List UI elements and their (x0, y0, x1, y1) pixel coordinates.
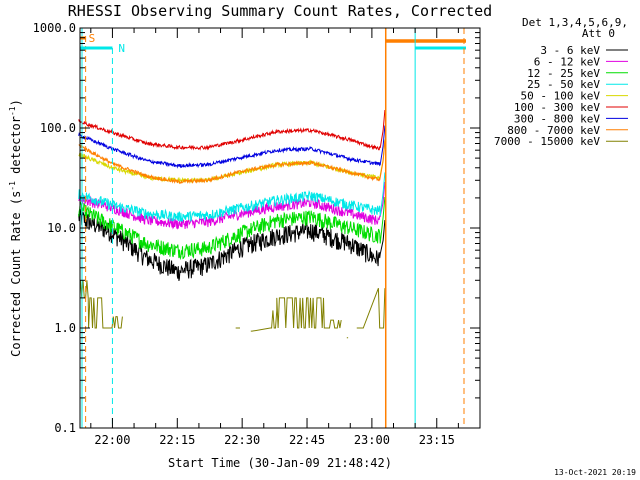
series-line (78, 209, 386, 282)
series-line (78, 139, 386, 184)
y-axis: 0.1 1.0 10.0 100.0 1000.0 (33, 21, 480, 435)
x-tick-label: 23:15 (419, 433, 455, 447)
series-line (78, 182, 386, 230)
date-stamp: 13-Oct-2021 20:19 (554, 468, 636, 477)
y-axis-label: Corrected Count Rate (s-1 detector-1) (8, 99, 23, 357)
legend-label: 12 - 25 keV (527, 67, 600, 80)
plot-frame (79, 27, 481, 429)
y-axis-label-exp1: -1 (8, 181, 17, 191)
legend-label: 300 - 800 keV (514, 112, 600, 125)
series-line-7000-15000 (79, 280, 386, 339)
flag-label-n: N (118, 42, 125, 55)
legend-label: 25 - 50 keV (527, 78, 600, 91)
y-tick-label: 0.1 (54, 421, 76, 435)
legend-label: 800 - 7000 keV (507, 124, 600, 137)
y-axis-label-exp2: -1 (8, 106, 17, 116)
series-line (78, 140, 386, 185)
chart-title: RHESSI Observing Summary Count Rates, Co… (68, 2, 492, 20)
y-tick-label: 10.0 (47, 221, 76, 235)
x-axis-label: Start Time (30-Jan-09 21:48:42) (168, 456, 392, 470)
legend-header-line2: Att 0 (582, 27, 615, 40)
legend-label: 100 - 300 keV (514, 101, 600, 114)
series-line (78, 172, 386, 222)
x-tick-label: 22:30 (224, 433, 260, 447)
flag-markers: SN (80, 28, 466, 428)
x-tick-label: 23:00 (354, 433, 390, 447)
y-axis-label-main: Corrected Count Rate (s (9, 191, 23, 357)
legend-label: 7000 - 15000 keV (494, 135, 600, 148)
x-tick-label: 22:15 (159, 433, 195, 447)
y-tick-label: 1.0 (54, 321, 76, 335)
legend-label: 50 - 100 keV (521, 90, 601, 103)
x-tick-label: 22:00 (94, 433, 130, 447)
legend-header-line1: Det 1,3,4,5,6,9, (522, 16, 628, 29)
legend-label: 3 - 6 keV (540, 44, 600, 57)
y-axis-label-mid: detector (9, 116, 23, 181)
legend-label: 6 - 12 keV (534, 55, 601, 68)
x-axis: 22:00 22:15 22:30 22:45 23:00 23:15 (90, 28, 481, 447)
data-series (78, 109, 386, 339)
series-line (78, 109, 386, 151)
x-tick-label: 22:45 (289, 433, 325, 447)
y-axis-label-end: ) (9, 99, 23, 106)
y-tick-label: 1000.0 (33, 21, 76, 35)
y-tick-label: 100.0 (40, 121, 76, 135)
series-line (78, 196, 386, 261)
series-line (78, 125, 386, 169)
flag-label-s: S (89, 32, 96, 45)
